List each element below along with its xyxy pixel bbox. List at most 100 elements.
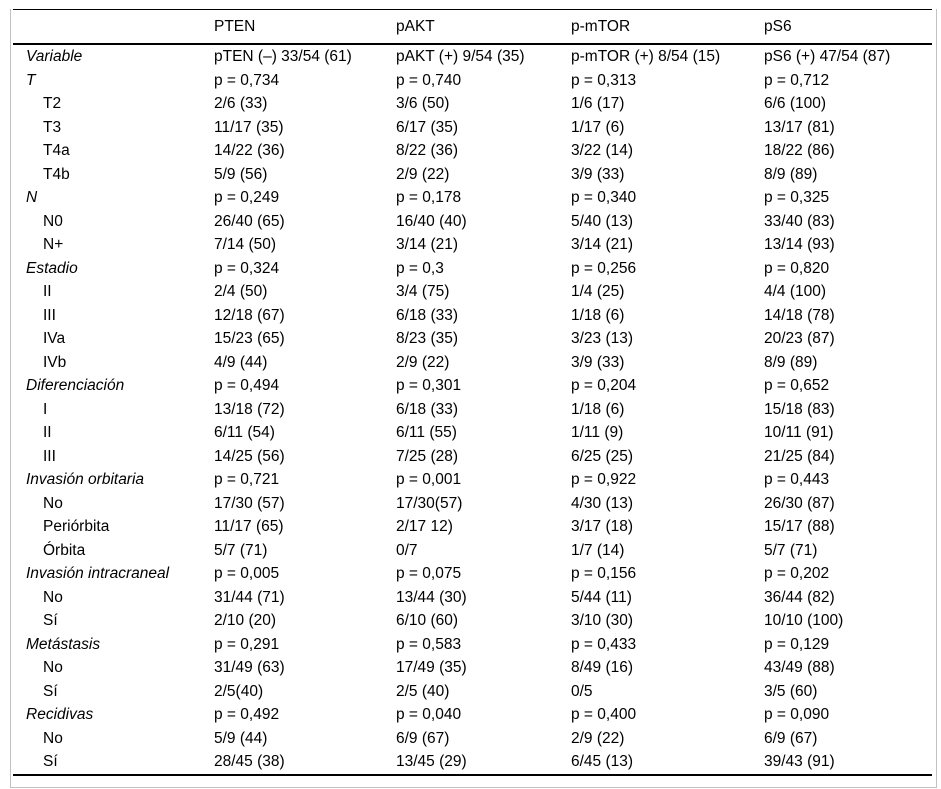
cell: 15/23 (65) bbox=[214, 330, 285, 347]
cell: 6/17 (35) bbox=[396, 118, 459, 136]
cell: p = 0,129 bbox=[764, 635, 830, 653]
cell: 26/30 (87) bbox=[764, 494, 835, 512]
cell: p = 0,712 bbox=[764, 71, 830, 89]
cell: 11/17 (65) bbox=[214, 518, 284, 535]
cell: 6/9 (67) bbox=[396, 729, 450, 747]
cell: 2/10 (20) bbox=[214, 612, 277, 629]
table-row: Sí 28/45 (38) 13/45 (29) 6/45 (13) 39/43 (91… bbox=[13, 750, 932, 775]
row-label: II bbox=[43, 283, 52, 300]
cell: p = 0,040 bbox=[396, 706, 462, 723]
cell: 17/49 (35) bbox=[396, 659, 467, 676]
table-row: No 17/30 (57) 17/30(57) 4/30 (13) 26/30 (87) bbox=[13, 492, 932, 516]
table-row: II 2/4 (50) 3/4 (75) 1/4 (25) 4/4 (100) bbox=[13, 280, 932, 304]
cell: 17/30 (57) bbox=[214, 494, 285, 512]
cell: 7/14 (50) bbox=[214, 236, 277, 253]
row-label: T2 bbox=[43, 95, 62, 112]
cell: 43/49 (88) bbox=[764, 659, 835, 676]
table-row: Metástasis p = 0,291 p = 0,583 p = 0,433 p =… bbox=[13, 633, 932, 657]
cell: 3/9 (33) bbox=[571, 353, 625, 371]
cell: 39/43 (91) bbox=[764, 753, 835, 770]
cell: 3/22 (14) bbox=[571, 142, 634, 159]
row-label: IVb bbox=[43, 353, 67, 371]
column-header-variable bbox=[13, 10, 214, 45]
cell: 6/18 (33) bbox=[396, 306, 459, 324]
cell: 20/23 (87) bbox=[764, 330, 835, 347]
cell: 1/11 (9) bbox=[571, 424, 624, 441]
row-label: Sí bbox=[43, 612, 58, 629]
cell: 3/6 (50) bbox=[396, 95, 450, 112]
table-row: III 12/18 (67) 6/18 (33) 1/18 (6) 14/18 (78) bbox=[13, 304, 932, 328]
cell: p = 0,652 bbox=[764, 377, 830, 394]
table-row: T3 11/17 (35) 6/17 (35) 1/17 (6) 13/17 (81) bbox=[13, 116, 932, 140]
cell: 14/18 (78) bbox=[764, 306, 835, 324]
column-header-ps6: pS6 bbox=[764, 17, 792, 35]
cell: 0/7 bbox=[396, 541, 418, 559]
cell: 16/40 (40) bbox=[396, 212, 467, 230]
cell: p = 0,433 bbox=[571, 635, 637, 653]
cell: p = 0,202 bbox=[764, 565, 830, 582]
cell: 6/10 (60) bbox=[396, 612, 459, 629]
cell: 3/23 (13) bbox=[571, 330, 634, 347]
row-label: N bbox=[26, 189, 38, 206]
row-label: T3 bbox=[43, 118, 62, 136]
table-row: No 5/9 (44) 6/9 (67) 2/9 (22) 6/9 (67) bbox=[13, 727, 932, 751]
cell: 2/9 (22) bbox=[396, 353, 450, 371]
table-row: Recidivas p = 0,492 p = 0,040 p = 0,400 p = … bbox=[13, 703, 932, 727]
cell: 31/49 (63) bbox=[214, 659, 285, 676]
cell: 1/7 (14) bbox=[571, 541, 625, 559]
table-row: No 31/44 (71) 13/44 (30) 5/44 (11) 36/44 (82… bbox=[13, 586, 932, 610]
cell: p-mTOR (+) 8/54 (15) bbox=[571, 48, 721, 65]
cell: 3/14 (21) bbox=[571, 236, 634, 253]
table-row: Invasión orbitaria p = 0,721 p = 0,001 p = … bbox=[13, 468, 932, 492]
cell: 31/44 (71) bbox=[214, 588, 285, 606]
cell: p = 0,249 bbox=[214, 189, 280, 206]
cell: 6/11 (54) bbox=[214, 424, 275, 441]
cell: 5/44 (11) bbox=[571, 588, 632, 606]
cell: 2/5(40) bbox=[214, 682, 264, 700]
cell: p = 0,301 bbox=[396, 377, 462, 394]
column-header-pakt: pAKT bbox=[396, 17, 435, 35]
table-row: T4b 5/9 (56) 2/9 (22) 3/9 (33) 8/9 (89) bbox=[13, 163, 932, 187]
row-label: No bbox=[43, 729, 63, 747]
cell: 1/18 (6) bbox=[571, 306, 625, 324]
cell: p = 0,340 bbox=[571, 189, 637, 206]
cell: p = 0,313 bbox=[571, 71, 637, 89]
cell: 11/17 (35) bbox=[214, 118, 284, 136]
cell: 3/4 (75) bbox=[396, 283, 450, 300]
cell: 2/9 (22) bbox=[571, 729, 625, 747]
cell: p = 0,156 bbox=[571, 565, 637, 582]
cell: 8/9 (89) bbox=[764, 353, 818, 371]
cell: 3/5 (60) bbox=[764, 682, 818, 700]
row-label: No bbox=[43, 494, 63, 512]
table-row: T4a 14/22 (36) 8/22 (36) 3/22 (14) 18/22 (86… bbox=[13, 139, 932, 163]
row-label: N0 bbox=[43, 212, 63, 230]
cell: 8/9 (89) bbox=[764, 165, 818, 183]
cell: p = 0,734 bbox=[214, 71, 280, 89]
row-label: Metástasis bbox=[26, 635, 101, 653]
cell: 13/17 (81) bbox=[764, 118, 835, 136]
cell: 10/10 (100) bbox=[764, 612, 844, 629]
cell: p = 0,583 bbox=[396, 635, 462, 653]
cell: 2/5 (40) bbox=[396, 682, 450, 700]
table-row: IVa 15/23 (65) 8/23 (35) 3/23 (13) 20/23 (87… bbox=[13, 327, 932, 351]
cell: 26/40 (65) bbox=[214, 212, 285, 230]
cell: pTEN (–) 33/54 (61) bbox=[214, 48, 352, 65]
cell: 13/44 (30) bbox=[396, 588, 467, 606]
column-header-pten: PTEN bbox=[214, 17, 256, 35]
table-row: Variable pTEN (–) 33/54 (61) pAKT (+) 9/54… bbox=[13, 44, 932, 69]
table-row: III 14/25 (56) 7/25 (28) 6/25 (25) 21/25 (84… bbox=[13, 445, 932, 469]
cell: pS6 (+) 47/54 (87) bbox=[764, 48, 891, 65]
cell: 1/17 (6) bbox=[571, 118, 625, 136]
table-row: N0 26/40 (65) 16/40 (40) 5/40 (13) 33/40 (83… bbox=[13, 210, 932, 234]
results-table: PTEN pAKT p-mTOR pS6 Variable pTEN (–) 33… bbox=[13, 9, 932, 776]
cell: 4/9 (44) bbox=[214, 353, 268, 371]
table-row: No 31/49 (63) 17/49 (35) 8/49 (16) 43/49 (88… bbox=[13, 656, 932, 680]
cell: 13/45 (29) bbox=[396, 753, 467, 770]
table-row: Sí 2/5(40) 2/5 (40) 0/5 3/5 (60) bbox=[13, 680, 932, 704]
cell: 5/9 (44) bbox=[214, 729, 268, 747]
cell: 6/18 (33) bbox=[396, 400, 459, 418]
row-label: Estadio bbox=[26, 259, 78, 277]
table-row: II 6/11 (54) 6/11 (55) 1/11 (9) 10/11 (91) bbox=[13, 421, 932, 445]
cell: 5/7 (71) bbox=[764, 541, 818, 559]
